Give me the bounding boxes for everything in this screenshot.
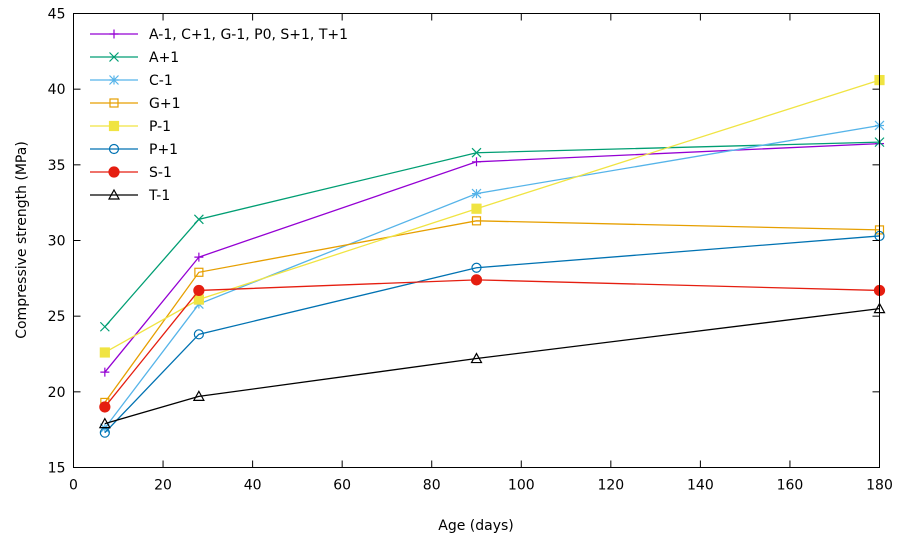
data-point: [472, 157, 481, 167]
x-tick-label: 100: [508, 478, 535, 494]
data-point: [193, 294, 204, 305]
data-point: [471, 216, 482, 226]
x-tick-label: 20: [154, 478, 172, 494]
legend-marker: [108, 120, 120, 132]
x-axis-label: Age (days): [438, 518, 514, 534]
series-line: [104, 307, 880, 425]
legend-item: P-1: [90, 119, 171, 135]
y-tick-label: 20: [48, 385, 66, 401]
legend-label: A+1: [149, 50, 179, 66]
series-line: [104, 141, 880, 328]
data-point: [471, 188, 482, 199]
legend-item: S-1: [90, 165, 172, 181]
series-line: [104, 235, 880, 434]
data-point: [194, 267, 204, 277]
x-tick-label: 140: [687, 478, 714, 494]
data-point: [470, 274, 483, 286]
legend-label: P+1: [149, 142, 178, 158]
series-5: [99, 74, 885, 358]
x-tick-label: 60: [333, 478, 351, 494]
data-point: [470, 352, 483, 364]
data-point: [471, 203, 482, 214]
x-tick-label: 40: [244, 478, 262, 494]
y-tick-label: 40: [48, 82, 66, 98]
legend-label: P-1: [149, 119, 171, 135]
data-point: [192, 390, 205, 401]
series-line: [104, 124, 880, 429]
legend-item: A-1, C+1, G-1, P0, S+1, T+1: [90, 27, 348, 43]
data-point: [99, 401, 111, 413]
data-point: [471, 147, 482, 158]
data-point: [98, 417, 111, 429]
x-tick-label: 120: [597, 478, 624, 494]
legend-label: A-1, C+1, G-1, P0, S+1, T+1: [149, 27, 348, 43]
y-tick-label: 35: [48, 158, 66, 174]
legend-item: C-1: [90, 73, 173, 89]
data-point: [194, 252, 204, 262]
legend-item: A+1: [90, 50, 179, 66]
legend-label: G+1: [149, 96, 181, 112]
legend-marker: [109, 98, 119, 108]
series-6: [99, 230, 885, 438]
legend-marker: [109, 52, 119, 62]
series-line: [104, 79, 880, 354]
legend-marker: [108, 166, 120, 178]
series-line: [104, 279, 880, 408]
y-tick-label: 15: [48, 461, 66, 477]
legend-marker: [109, 29, 119, 39]
legend-item: T-1: [90, 188, 170, 204]
legend-item: G+1: [90, 96, 181, 112]
data-point: [100, 367, 110, 377]
legend-label: S-1: [149, 165, 172, 181]
y-axis-label: Compressive strength (MPa): [14, 141, 30, 339]
data-point: [99, 321, 110, 332]
y-tick-label: 30: [48, 234, 66, 250]
legend-item: P+1: [90, 142, 178, 158]
y-tick-label: 45: [48, 7, 66, 23]
axis-ticks: 0 20 40 60 80 100 120 140 160 180 15 20 25 30 35 40 45: [48, 7, 893, 494]
legend-marker: [107, 188, 121, 200]
series-7: [99, 274, 886, 413]
x-tick-label: 0: [69, 478, 78, 494]
series-2: [99, 137, 885, 332]
x-tick-label: 80: [423, 478, 441, 494]
data-point: [99, 347, 110, 358]
series-1: [100, 139, 884, 377]
series-8: [98, 302, 886, 429]
legend-marker: [109, 75, 119, 85]
plot-area: [98, 74, 886, 438]
legend-label: C-1: [149, 73, 173, 89]
data-point: [193, 214, 204, 225]
y-tick-label: 25: [48, 309, 66, 325]
series-3: [99, 120, 885, 434]
data-point: [471, 262, 482, 273]
series-line: [104, 220, 880, 403]
data-point: [193, 329, 204, 340]
x-tick-label: 180: [866, 478, 893, 494]
x-tick-label: 160: [777, 478, 804, 494]
legend: A-1, C+1, G-1, P0, S+1, T+1 A+1 C-1 G+1 P-1 P…: [90, 27, 348, 204]
legend-marker: [108, 143, 120, 155]
data-point: [193, 284, 205, 297]
legend-label: T-1: [148, 188, 170, 204]
series-line: [104, 142, 880, 373]
